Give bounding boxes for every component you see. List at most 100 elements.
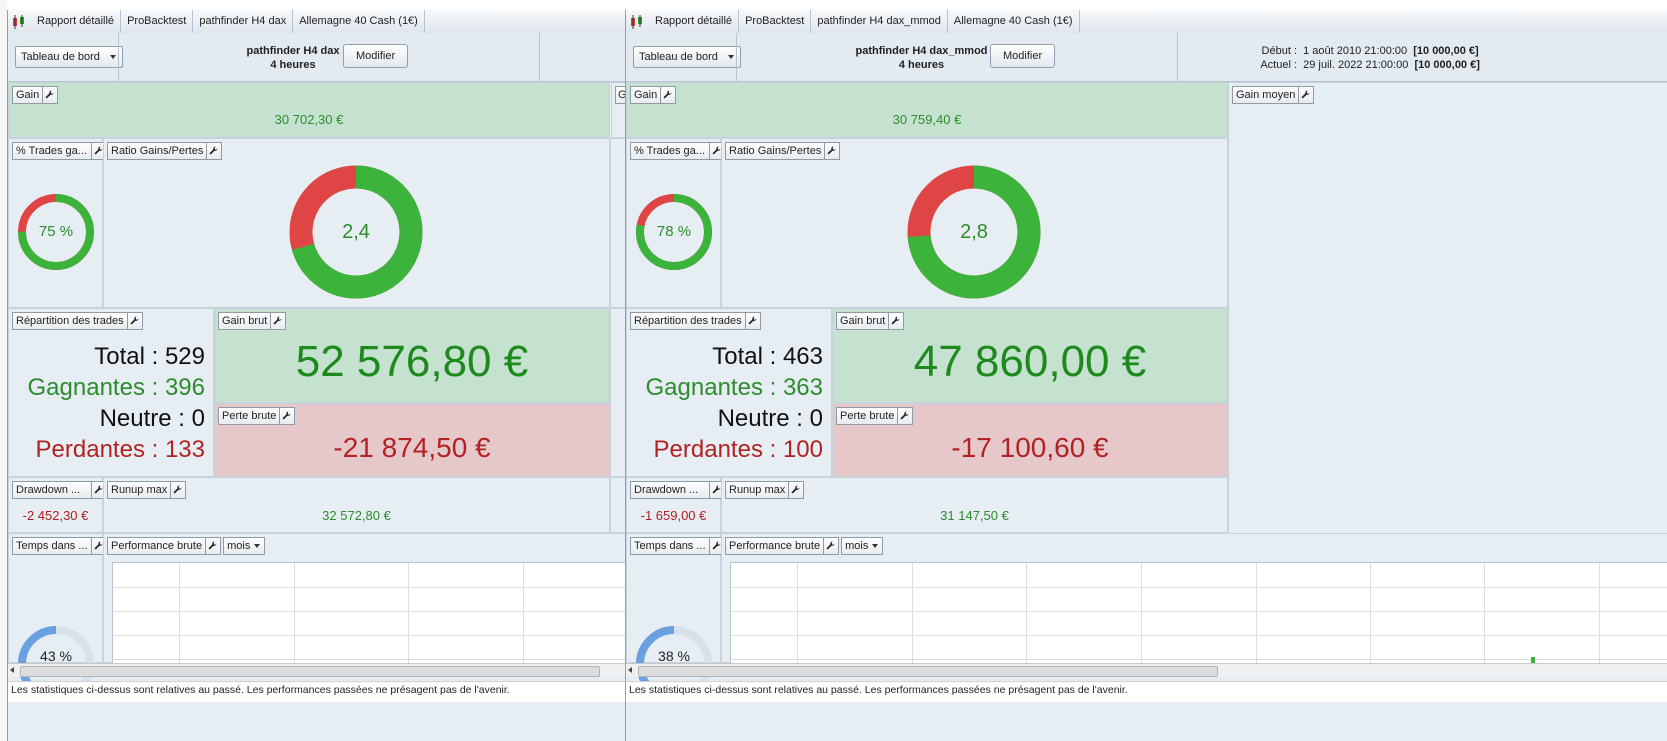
gain-brut-value: 47 860,00 €	[913, 337, 1147, 386]
pct-trades-donut	[636, 194, 712, 270]
perte-brute-title: Perte brute	[836, 407, 914, 425]
actuel-row: Actuel : 29 juil. 2022 21:00:00 [10 000,…	[1239, 58, 1480, 72]
horizontal-scrollbar[interactable]	[626, 663, 1667, 677]
tab-probacktest[interactable]: ProBacktest	[121, 10, 194, 33]
temps-label: 43 %	[40, 648, 72, 664]
pct-trades-title: % Trades ga...	[12, 142, 107, 160]
tab-bar: Rapport détaillé ProBacktest pathfinder …	[626, 10, 1667, 34]
divider	[118, 33, 119, 81]
dashboard-dropdown[interactable]: Tableau de bord	[633, 46, 741, 68]
empty-panel	[610, 308, 626, 477]
temps-title: Temps dans ...	[630, 537, 725, 555]
perte-brute-title: Perte brute	[218, 407, 296, 425]
neutre-value: 0	[809, 405, 823, 432]
strategy-name: pathfinder H4 dax_mmod	[855, 45, 988, 57]
perte-brute-value: -21 874,50 €	[333, 432, 491, 463]
pct-trades-panel: % Trades ga... 78 %	[626, 138, 725, 308]
total-row: Total : 463	[712, 343, 823, 370]
wrench-icon[interactable]	[889, 312, 905, 330]
tab-instrument[interactable]: Allemagne 40 Cash (1€)	[948, 10, 1080, 33]
perf-panel: Performance brute mois	[103, 533, 626, 666]
actuel-date: 29 juil. 2022 21:00:00	[1303, 59, 1409, 71]
divider	[1177, 33, 1178, 81]
chevron-down-icon	[872, 544, 879, 548]
perf-bar	[1531, 657, 1535, 665]
report-window-left: Rapport détaillé ProBacktest pathfinder …	[7, 10, 627, 741]
performance-chart-area	[112, 562, 626, 666]
total-value: 529	[164, 343, 205, 370]
perdantes-row: Perdantes : 100	[653, 436, 823, 463]
pct-trades-label: 78 %	[656, 223, 692, 240]
horizontal-scrollbar[interactable]	[8, 663, 626, 677]
chevron-down-icon	[727, 55, 734, 59]
perf-title: Performance brute mois	[107, 537, 266, 555]
disclaimer-footer: Les statistiques ci-dessus sont relative…	[8, 681, 626, 702]
panel-title: Ratio Gains/Pertes	[107, 142, 208, 160]
dashboard-dropdown[interactable]: Tableau de bord	[15, 46, 123, 68]
strategy-timeframe: 4 heures	[898, 59, 945, 71]
gain-panel: Gain 30 702,30 €	[8, 82, 610, 138]
debut-label: Début :	[1261, 45, 1297, 57]
runup-title: Runup max	[725, 481, 805, 499]
debut-date: 1 août 2010 21:00:00	[1303, 45, 1408, 57]
scrollbar-thumb[interactable]	[20, 666, 600, 677]
wrench-icon[interactable]	[271, 312, 287, 330]
panel-title: Gain	[12, 86, 44, 104]
wrench-icon[interactable]	[1299, 86, 1315, 104]
wrench-icon[interactable]	[280, 407, 296, 425]
wrench-icon[interactable]	[789, 481, 805, 499]
repartition-panel: Répartition des trades Total : 529 Gagna…	[8, 308, 214, 477]
wrench-icon[interactable]	[127, 312, 143, 330]
temps-label: 38 %	[658, 648, 690, 664]
period-value: mois	[845, 540, 869, 552]
perdantes-label: Perdantes	[653, 436, 763, 463]
perdantes-label: Perdantes	[35, 436, 145, 463]
wrench-icon[interactable]	[825, 142, 841, 160]
wrench-icon[interactable]	[171, 481, 187, 499]
perte-brute-panel: Perte brute -17 100,60 €	[832, 403, 1228, 477]
toolbar: Tableau de bord pathfinder H4 dax 4 heur…	[8, 33, 626, 82]
chart-grid	[731, 563, 1667, 665]
period-select[interactable]: mois	[841, 537, 884, 555]
tab-probacktest[interactable]: ProBacktest	[739, 10, 812, 33]
drawdown-panel: Drawdown ... -1 659,00 €	[626, 477, 725, 533]
trades-breakdown: Total : 529 Gagnantes : 396 Neutre : 0 P…	[28, 341, 205, 465]
wrench-icon[interactable]	[898, 407, 914, 425]
wrench-icon[interactable]	[207, 142, 223, 160]
tab-strategy[interactable]: pathfinder H4 dax	[193, 10, 294, 33]
period-select[interactable]: mois	[223, 537, 266, 555]
arrow-left-icon[interactable]	[628, 667, 632, 673]
panel-title: Perte brute	[836, 407, 899, 425]
wrench-icon[interactable]	[661, 86, 677, 104]
wrench-icon[interactable]	[43, 86, 59, 104]
gagnantes-value: 363	[782, 374, 823, 401]
scrollbar-thumb[interactable]	[638, 666, 1218, 677]
ratio-donut	[907, 165, 1041, 299]
tab-strategy[interactable]: pathfinder H4 dax_mmod	[811, 10, 948, 33]
tab-instrument[interactable]: Allemagne 40 Cash (1€)	[293, 10, 425, 33]
wrench-icon[interactable]	[745, 312, 761, 330]
tab-rapport[interactable]: Rapport détaillé	[649, 10, 740, 33]
modify-button[interactable]: Modifier	[990, 44, 1056, 68]
chart-grid	[113, 563, 626, 665]
arrow-left-icon[interactable]	[10, 667, 14, 673]
ratio-donut	[289, 165, 423, 299]
chevron-down-icon	[254, 544, 261, 548]
repartition-title: Répartition des trades	[630, 312, 761, 330]
total-label: Total	[94, 343, 145, 370]
modify-button[interactable]: Modifier	[343, 44, 409, 68]
neutre-label: Neutre	[717, 405, 790, 432]
neutre-row: Neutre : 0	[717, 405, 823, 432]
strategy-info: pathfinder H4 dax_mmod 4 heures	[854, 44, 989, 72]
gain-title: Gain	[12, 86, 59, 104]
tab-rapport[interactable]: Rapport détaillé	[31, 10, 122, 33]
panel-title: Répartition des trades	[630, 312, 746, 330]
panel-title: Gain brut	[218, 312, 272, 330]
wrench-icon[interactable]	[206, 537, 222, 555]
gain-title: Gain	[630, 86, 677, 104]
wrench-icon[interactable]	[824, 537, 840, 555]
panel-title: Runup max	[725, 481, 790, 499]
divider	[539, 33, 540, 81]
perte-brute-value: -17 100,60 €	[951, 432, 1109, 463]
perf-title: Performance brute mois	[725, 537, 884, 555]
